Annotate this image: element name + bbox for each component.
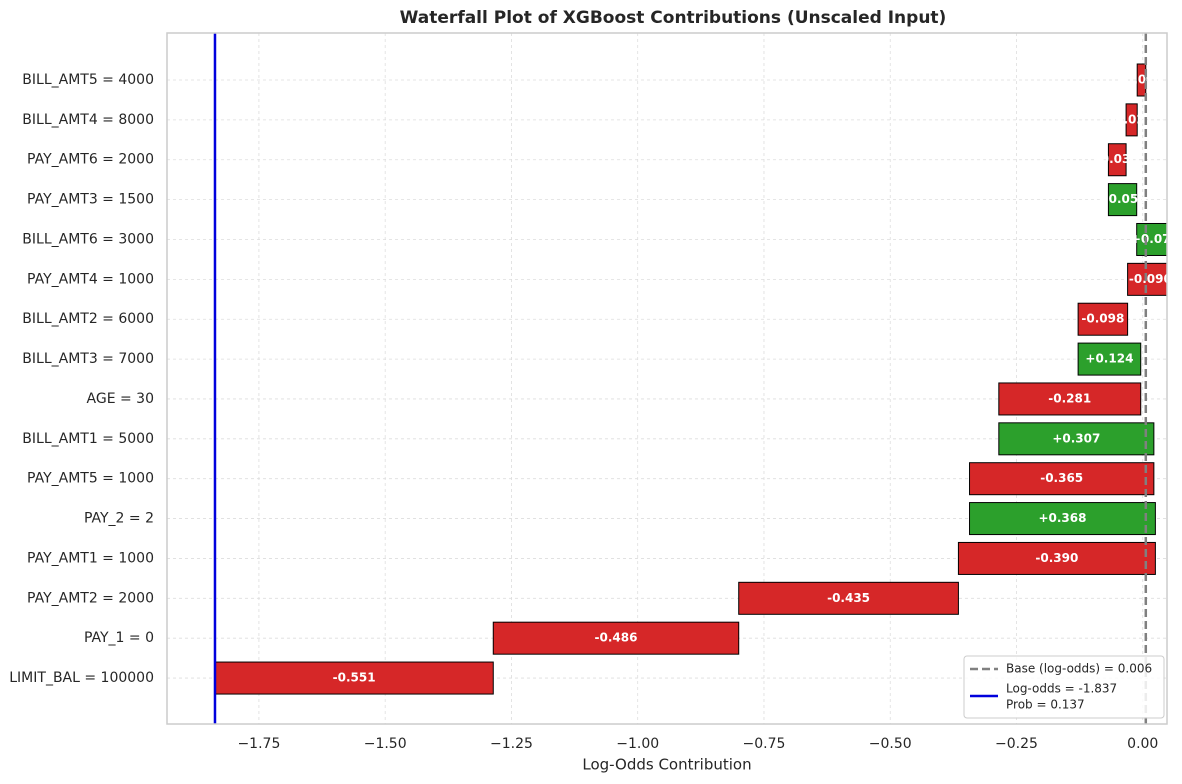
bar [1077, 302, 1129, 336]
value-label: -0.390 [1035, 551, 1078, 565]
x-axis-label: Log-Odds Contribution [582, 756, 751, 774]
y-tick-label: PAY_AMT3 = 1500 [27, 192, 154, 208]
x-tick-label: −1.75 [237, 736, 280, 752]
bar [957, 541, 1156, 575]
x-tick-label: −1.50 [364, 736, 407, 752]
x-tick-label: −0.25 [995, 736, 1038, 752]
x-tick-label: −0.50 [869, 736, 912, 752]
bar [1127, 262, 1167, 296]
y-tick-label: BILL_AMT5 = 4000 [22, 72, 154, 88]
value-label: +0.072 [1131, 232, 1179, 246]
plot-area: -0.017 -0.022 -0.035 +0.056 +0.072 -0.090 -0.0… [213, 33, 1179, 724]
value-label: -0.098 [1081, 312, 1124, 326]
x-tick-label: 0.00 [1127, 736, 1158, 752]
y-tick-label: BILL_AMT1 = 5000 [22, 431, 154, 447]
y-tick-label: BILL_AMT3 = 7000 [22, 351, 154, 367]
legend-box [963, 655, 1165, 719]
y-tick-label: PAY_AMT6 = 2000 [27, 152, 154, 168]
chart-title: Waterfall Plot of XGBoost Contributions … [400, 8, 947, 28]
legend-label: Prob = 0.137 [1006, 698, 1085, 712]
y-tick-label: AGE = 30 [87, 391, 154, 407]
y-tick-label: PAY_AMT2 = 2000 [27, 590, 154, 606]
value-label: +0.307 [1052, 431, 1100, 445]
y-tick-label: BILL_AMT2 = 6000 [22, 311, 154, 327]
y-tick-label: PAY_2 = 2 [84, 511, 154, 527]
bar [492, 621, 740, 655]
y-tick-label: PAY_AMT5 = 1000 [27, 471, 154, 487]
bar [998, 422, 1155, 456]
bar [1136, 63, 1147, 97]
bar [969, 462, 1155, 496]
bar [1077, 342, 1142, 376]
value-label: -0.435 [827, 591, 870, 605]
value-label: -0.022 [1110, 112, 1153, 126]
bar [214, 661, 494, 695]
legend: Base (log-odds) = 0.006 Log-odds = -1.837… [963, 655, 1165, 719]
y-tick-label: PAY_1 = 0 [84, 630, 154, 646]
value-label: +0.368 [1038, 511, 1086, 525]
legend-label: Base (log-odds) = 0.006 [1006, 662, 1152, 676]
bar [1107, 183, 1138, 217]
value-label: -0.017 [1120, 73, 1163, 87]
x-tick-label: −0.75 [743, 736, 786, 752]
value-label: -0.551 [333, 671, 376, 685]
x-tick-label: −1.00 [616, 736, 659, 752]
axes-frame [166, 32, 1168, 725]
grid [167, 33, 1167, 724]
bar [998, 382, 1142, 416]
bar [738, 581, 959, 615]
value-label: +0.124 [1085, 352, 1133, 366]
y-tick-label: PAY_AMT1 = 1000 [27, 550, 154, 566]
value-label: -0.486 [595, 631, 638, 645]
bar [1125, 103, 1138, 137]
labels: −1.75 −1.50 −1.25 −1.00 −0.75 −0.50 −0.25 0.00 B… [9, 72, 1158, 752]
value-label: -0.365 [1040, 471, 1083, 485]
legend-label: Log-odds = -1.837 [1006, 682, 1117, 696]
value-label: -0.281 [1048, 391, 1091, 405]
bar [1136, 222, 1167, 256]
value-label: -0.090 [1129, 272, 1172, 286]
value-label: +0.056 [1099, 192, 1147, 206]
y-tick-label: LIMIT_BAL = 100000 [9, 670, 154, 686]
bar [969, 502, 1156, 536]
bar [1107, 143, 1127, 177]
y-tick-label: BILL_AMT4 = 8000 [22, 112, 154, 128]
x-tick-label: −1.25 [490, 736, 533, 752]
y-tick-label: PAY_AMT4 = 1000 [27, 271, 154, 287]
y-tick-label: BILL_AMT6 = 3000 [22, 231, 154, 247]
value-label: -0.035 [1096, 152, 1139, 166]
